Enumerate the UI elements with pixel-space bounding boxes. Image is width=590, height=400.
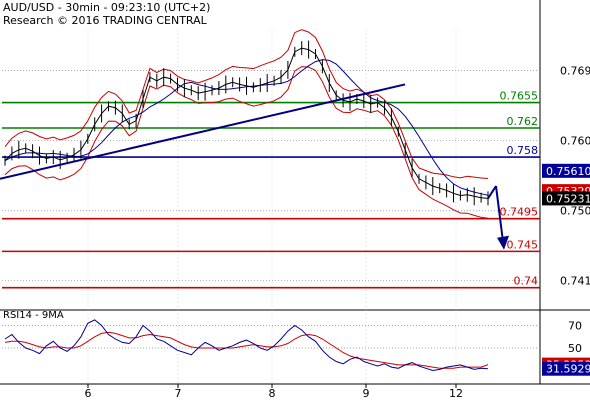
price-tick-label: 0.7603 (560, 134, 590, 147)
chart-title: AUD/USD - 30min - 09:23:10 (UTC+2) (3, 1, 211, 14)
time-tick-label: 7 (175, 387, 182, 400)
price-tag-box (542, 163, 590, 178)
price-tick-label: 0.7506 (560, 205, 590, 218)
time-tick-label: 12 (449, 387, 463, 400)
rsi-line (4, 319, 489, 372)
price-tag-label: 0.75610 (546, 165, 590, 178)
price-tick-label: 0.7410 (560, 274, 590, 287)
forecast-arrow-shaft (495, 185, 504, 242)
rsi-tick-label: 70 (568, 320, 582, 333)
rsi-tag-label: 31.5929 (546, 363, 590, 376)
forecast-arrow-head (497, 235, 509, 250)
chart-copyright: Research © 2016 TRADING CENTRAL (3, 14, 207, 27)
support-trendline (0, 83, 406, 180)
rsi-tick-label: 50 (568, 342, 582, 355)
lower-band-line (4, 66, 489, 219)
time-tick-label: 8 (269, 387, 276, 400)
rsi-tag-box (542, 361, 590, 376)
time-tick-label: 9 (363, 387, 370, 400)
key-level-label: 0.758 (507, 144, 539, 157)
key-level-label: 0.74 (514, 275, 539, 288)
key-level-label: 0.745 (507, 238, 539, 251)
price-tick-label: 0.7699 (560, 65, 590, 78)
rsi-ma-line (4, 331, 489, 369)
forecast-arrow-tail (487, 185, 497, 199)
key-level-label: 0.7655 (500, 90, 539, 103)
rsi-title: RSI14 - 9MA (3, 310, 64, 321)
upper-band-line (4, 29, 489, 179)
time-tick-label: 6 (85, 387, 92, 400)
price-tag-label: 0.75231 (546, 192, 590, 205)
key-level-label: 0.762 (507, 115, 539, 128)
price-tag-box (542, 191, 590, 206)
price-close-line (4, 47, 489, 199)
key-level-label: 0.7495 (500, 206, 539, 219)
